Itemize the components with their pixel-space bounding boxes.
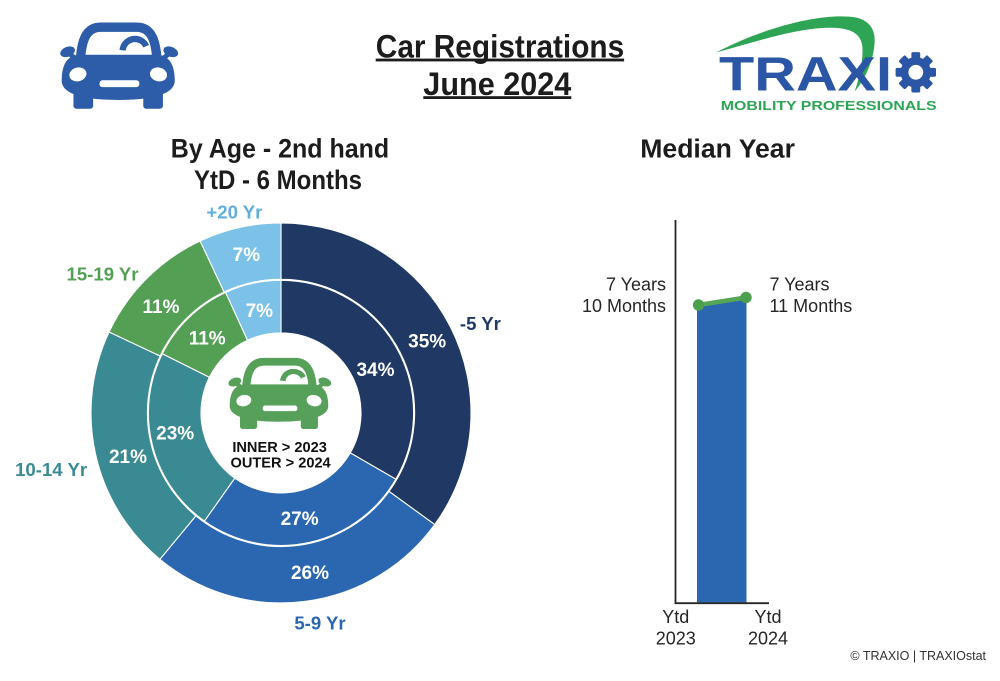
svg-text:21%: 21% (109, 447, 147, 468)
svg-text:7 Years: 7 Years (606, 274, 666, 294)
svg-text:11%: 11% (143, 297, 180, 318)
svg-text:34%: 34% (356, 360, 394, 381)
svg-text:7 Years: 7 Years (770, 274, 830, 294)
svg-text:11%: 11% (189, 328, 226, 349)
svg-text:7%: 7% (233, 245, 261, 266)
svg-text:11 Months: 11 Months (770, 296, 853, 316)
svg-text:MOBILITY PROFESSIONALS: MOBILITY PROFESSIONALS (721, 98, 937, 113)
svg-text:26%: 26% (291, 563, 329, 584)
svg-text:5-9 Yr: 5-9 Yr (294, 612, 345, 633)
svg-text:By Age - 2nd hand: By Age - 2nd hand (171, 133, 389, 163)
svg-text:INNER > 2023: INNER > 2023 (232, 440, 327, 456)
svg-text:+20 Yr: +20 Yr (206, 202, 262, 223)
svg-text:Ytd: Ytd (662, 607, 689, 627)
svg-text:10 Months: 10 Months (582, 296, 666, 316)
svg-text:10-14 Yr: 10-14 Yr (15, 459, 87, 480)
svg-text:© TRAXIO | TRAXIOstat: © TRAXIO | TRAXIOstat (850, 649, 986, 663)
svg-text:27%: 27% (281, 509, 319, 530)
svg-text:2023: 2023 (656, 629, 696, 649)
svg-text:Median Year: Median Year (640, 136, 795, 164)
svg-text:June 2024: June 2024 (423, 66, 571, 102)
svg-text:OUTER > 2024: OUTER > 2024 (231, 455, 332, 471)
svg-text:YtD - 6 Months: YtD - 6 Months (194, 165, 362, 195)
svg-text:15-19 Yr: 15-19 Yr (66, 264, 138, 285)
svg-text:-5 Yr: -5 Yr (460, 313, 501, 334)
svg-text:35%: 35% (408, 332, 446, 353)
svg-text:TRAXI: TRAXI (719, 48, 892, 102)
svg-text:23%: 23% (156, 424, 194, 445)
svg-text:2024: 2024 (748, 629, 788, 649)
svg-text:7%: 7% (246, 301, 274, 322)
svg-text:Ytd: Ytd (754, 607, 781, 627)
